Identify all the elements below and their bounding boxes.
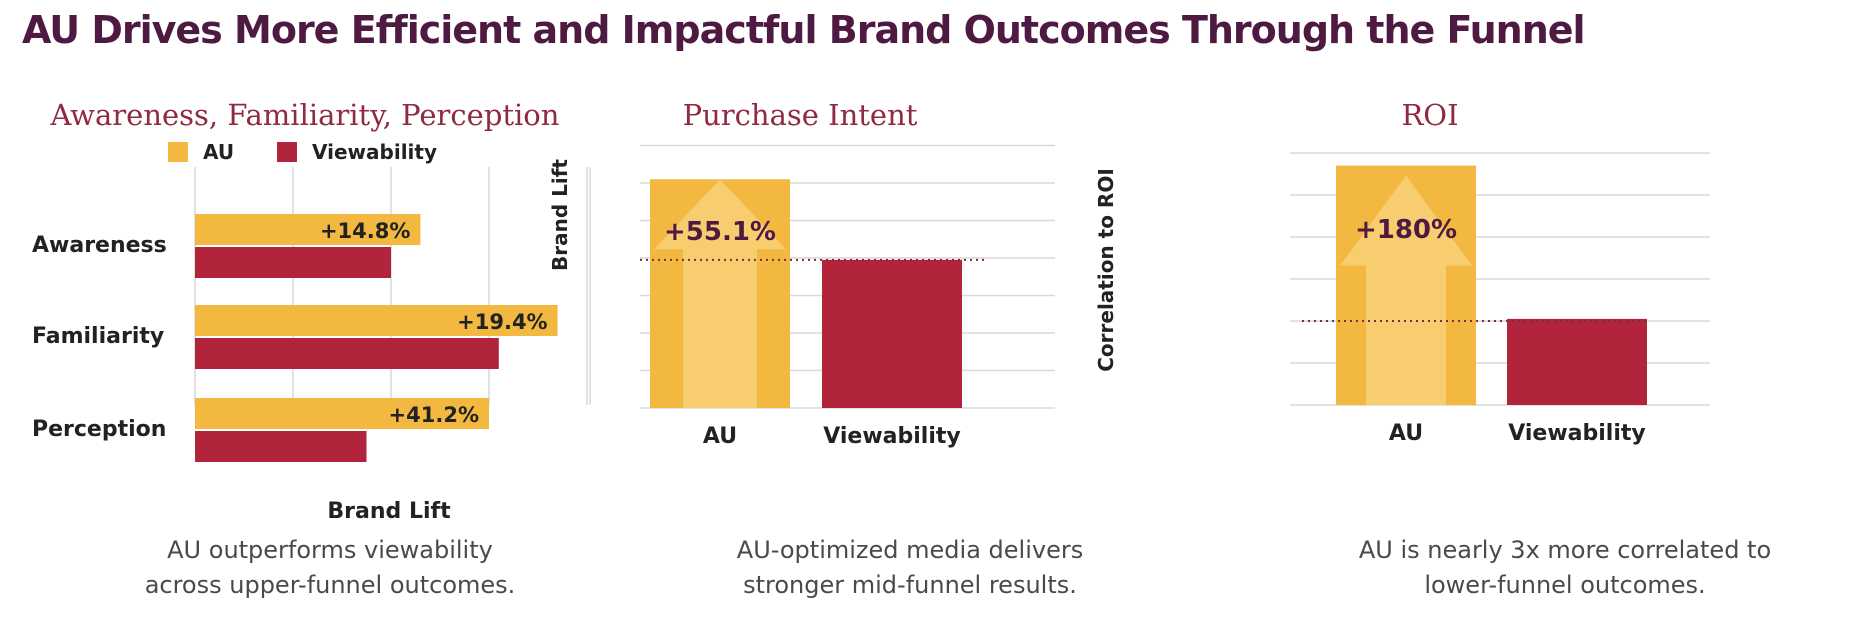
chart-awareness: AU Viewability Awareness +14.8% Familiarity +… — [32, 140, 591, 524]
category-label: Viewability — [823, 424, 961, 449]
bar-au — [195, 398, 489, 429]
category-label: AU — [1389, 421, 1423, 446]
bar-au — [195, 214, 421, 245]
data-label: +180% — [1355, 215, 1457, 245]
chart-roi: AU Viewability +180% — [1290, 152, 1710, 446]
panel-title-purchase-intent: Purchase Intent — [682, 98, 918, 132]
legend-swatch-au — [168, 142, 188, 162]
category-label: Familiarity — [32, 324, 164, 349]
category-label: AU — [703, 424, 737, 449]
arrow-up-icon — [654, 179, 786, 408]
caption-awareness: AU outperforms viewability across upper-… — [144, 536, 516, 599]
category-label: Awareness — [32, 233, 167, 258]
legend-swatch-viewability — [277, 142, 297, 162]
main-title: AU Drives More Efficient and Impactful B… — [22, 8, 1586, 52]
data-label: +19.4% — [457, 310, 547, 334]
panel-title-roi: ROI — [1401, 98, 1459, 132]
caption-roi: AU is nearly 3x more correlated to lower… — [1358, 536, 1772, 599]
x-axis-label: Brand Lift — [327, 499, 451, 524]
bar-au — [195, 305, 558, 336]
bar-viewability — [822, 259, 962, 408]
category-label: Viewability — [1508, 421, 1646, 446]
chart-purchase-intent: AU Viewability +55.1% — [640, 144, 1055, 449]
bar-viewability — [195, 338, 499, 369]
category-label: Perception — [32, 417, 166, 442]
legend-label-au: AU — [203, 140, 234, 164]
bar-viewability — [1507, 318, 1647, 405]
data-label: +41.2% — [389, 403, 479, 427]
data-label: +55.1% — [664, 217, 776, 247]
data-label: +14.8% — [320, 219, 410, 243]
panel-title-awareness: Awareness, Familiarity, Perception — [50, 98, 560, 132]
legend-label-viewability: Viewability — [312, 140, 437, 164]
y-axis-label-purchase-intent: Brand Lift — [548, 159, 572, 271]
y-axis-label-roi: Correlation to ROI — [1094, 168, 1118, 372]
arrow-up-icon — [1340, 175, 1472, 405]
caption-purchase-intent: AU-optimized media delivers stronger mid… — [736, 536, 1084, 599]
bar-viewability — [195, 247, 391, 278]
bar-viewability — [195, 431, 367, 462]
